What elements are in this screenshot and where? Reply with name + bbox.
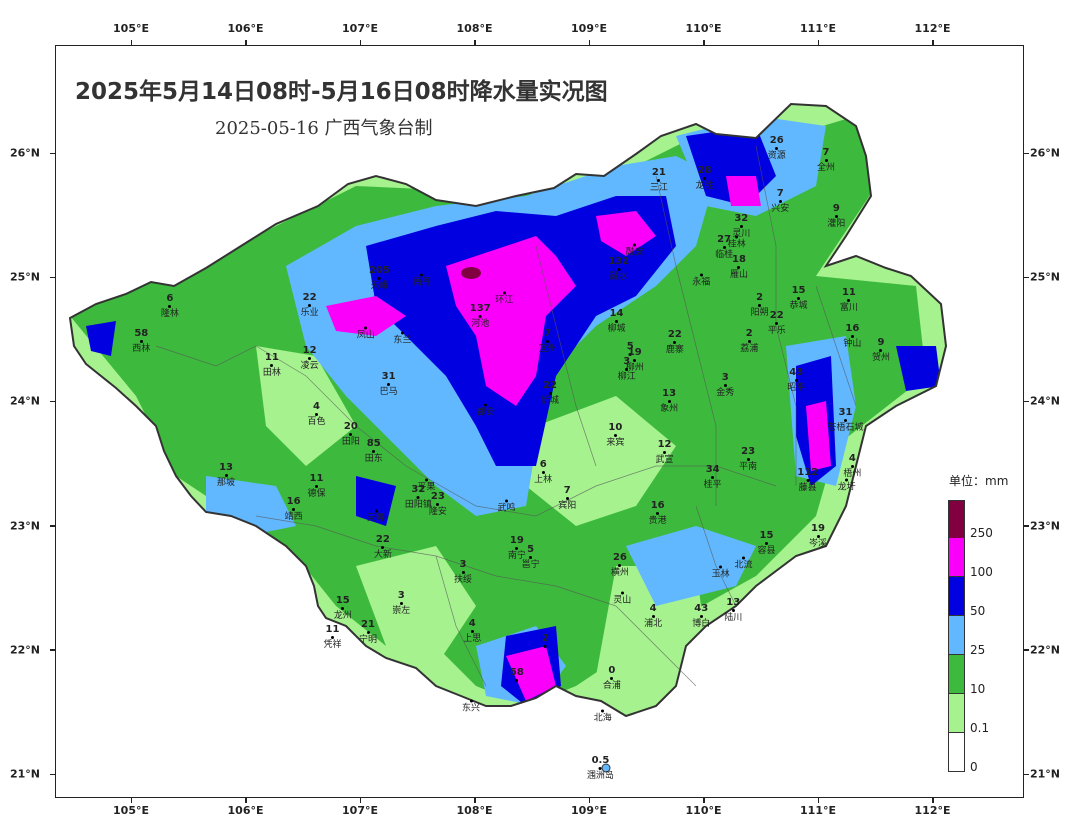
lat-tick-label: 21°N xyxy=(10,767,41,781)
lon-tick-label: 106°E xyxy=(227,804,264,817)
lon-tick-label: 106°E xyxy=(227,22,264,35)
legend-label: 250 xyxy=(970,526,993,540)
tick-mark xyxy=(703,798,705,803)
tick-mark xyxy=(130,798,132,803)
legend-label: 0.1 xyxy=(970,721,990,735)
tick-mark xyxy=(932,798,934,803)
lon-tick-label: 111°E xyxy=(800,804,836,817)
tick-mark xyxy=(703,40,705,45)
legend-unit-label: 单位：mm xyxy=(949,474,1009,488)
lat-tick-label: 22°N xyxy=(1030,643,1061,657)
legend-swatch xyxy=(948,694,965,733)
tick-mark xyxy=(50,525,55,527)
legend-colorbar xyxy=(948,500,965,774)
lon-tick-label: 111°E xyxy=(800,22,836,35)
tick-mark xyxy=(245,40,247,45)
lon-tick-label: 107°E xyxy=(342,22,378,35)
tick-mark xyxy=(817,798,819,803)
lon-tick-label: 109°E xyxy=(571,804,607,817)
legend-swatch xyxy=(948,733,965,772)
tick-mark xyxy=(50,773,55,775)
tick-mark xyxy=(588,798,590,803)
lat-tick-label: 22°N xyxy=(10,643,41,657)
tick-mark xyxy=(932,40,934,45)
tick-mark xyxy=(1024,649,1029,651)
tick-mark xyxy=(50,400,55,403)
map-subtitle: 2025-05-16 广西气象台制 xyxy=(215,118,433,139)
lat-tick-label: 21°N xyxy=(1030,767,1061,781)
tick-mark xyxy=(359,40,361,45)
lon-tick-label: 112°E xyxy=(914,804,951,817)
map-frame xyxy=(55,45,1024,798)
lat-tick-label: 26°N xyxy=(1030,146,1061,160)
lon-tick-label: 110°E xyxy=(685,22,722,35)
legend-label: 10 xyxy=(970,682,986,696)
tick-mark xyxy=(1024,276,1029,279)
legend-label: 25 xyxy=(970,643,986,657)
lat-tick-label: 25°N xyxy=(1030,270,1061,284)
lon-tick-label: 108°E xyxy=(456,22,493,35)
tick-mark xyxy=(474,798,476,803)
lon-tick-label: 108°E xyxy=(456,804,493,817)
tick-mark xyxy=(50,649,55,651)
legend-swatch xyxy=(948,655,965,694)
lon-tick-label: 112°E xyxy=(914,22,951,35)
lat-tick-label: 24°N xyxy=(1030,394,1061,408)
legend-label: 50 xyxy=(970,604,986,618)
lon-tick-label: 105°E xyxy=(113,804,149,817)
tick-mark xyxy=(1024,152,1029,154)
lon-tick-label: 110°E xyxy=(685,804,722,817)
tick-mark xyxy=(1024,400,1029,403)
lat-tick-label: 24°N xyxy=(10,394,41,408)
lat-tick-label: 23°N xyxy=(1030,519,1061,533)
tick-mark xyxy=(50,276,55,279)
legend-swatch xyxy=(948,616,965,655)
precipitation-map xyxy=(69,103,947,773)
tick-mark xyxy=(245,798,247,803)
map-title: 2025年5月14日08时-5月16日08时降水量实况图 xyxy=(75,79,608,105)
tick-mark xyxy=(1024,773,1029,775)
lat-tick-label: 26°N xyxy=(10,146,41,160)
tick-mark xyxy=(50,152,55,154)
tick-mark xyxy=(817,40,819,45)
tick-mark xyxy=(474,40,476,45)
legend-label: 0 xyxy=(970,760,978,774)
lat-tick-label: 23°N xyxy=(10,519,41,533)
tick-mark xyxy=(588,40,590,45)
lon-tick-label: 109°E xyxy=(571,22,607,35)
tick-mark xyxy=(359,798,361,803)
lon-tick-label: 107°E xyxy=(342,804,378,817)
legend-swatch xyxy=(948,500,965,539)
tick-mark xyxy=(130,40,132,45)
lat-tick-label: 25°N xyxy=(10,270,41,284)
legend-swatch xyxy=(948,538,965,577)
tick-mark xyxy=(1024,525,1029,527)
legend-label: 100 xyxy=(970,565,993,579)
legend-swatch xyxy=(948,577,965,616)
lon-tick-label: 105°E xyxy=(113,22,149,35)
